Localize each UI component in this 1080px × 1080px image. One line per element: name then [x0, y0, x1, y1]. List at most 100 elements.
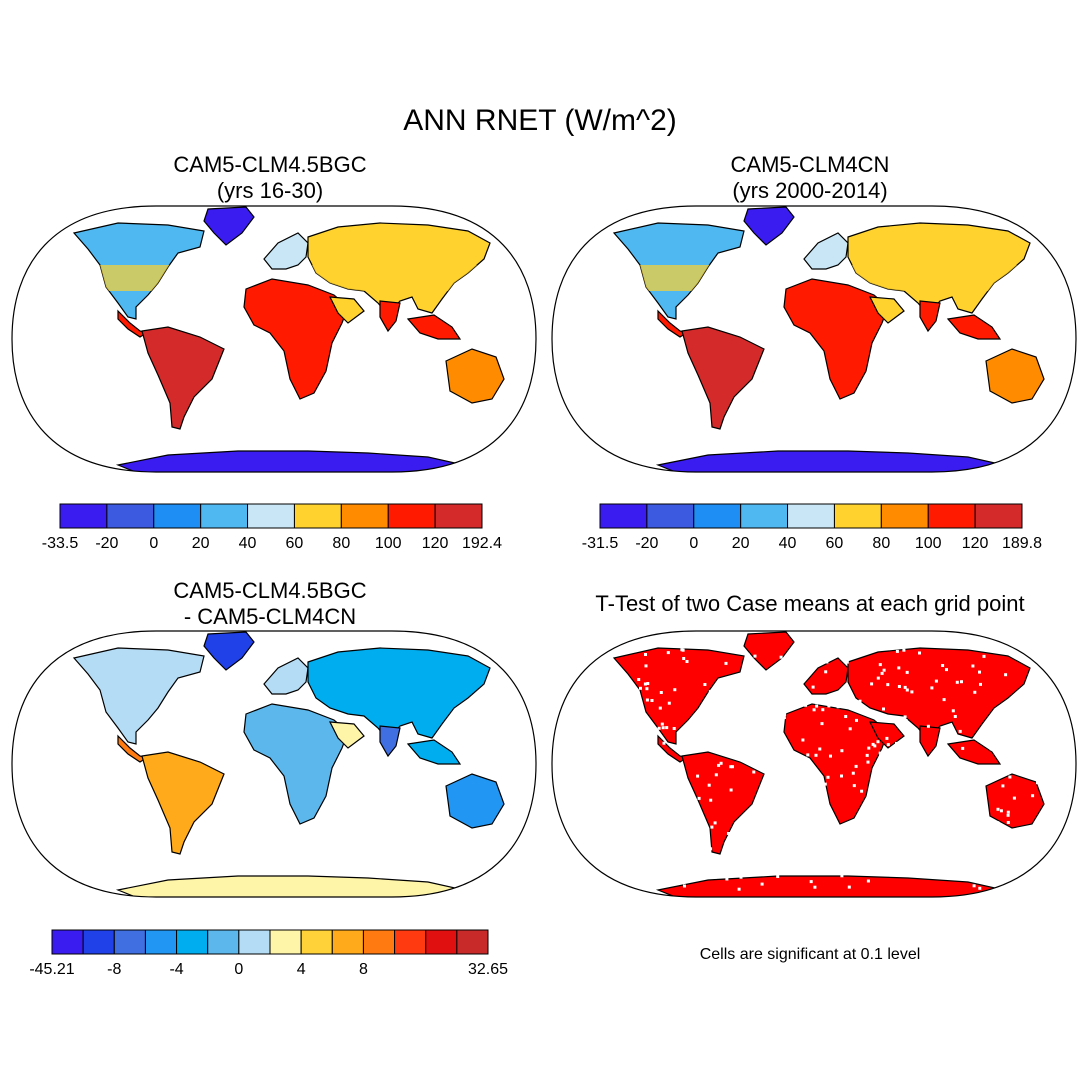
nonsignificant-cell: [895, 741, 898, 745]
nonsignificant-cell: [766, 708, 770, 712]
landmass-antarctica: [655, 875, 1007, 897]
nonsignificant-cell: [985, 880, 989, 884]
nonsignificant-cell: [611, 829, 615, 833]
nonsignificant-cell: [827, 704, 831, 708]
nonsignificant-cell: [812, 708, 816, 712]
colorbar-swatch: [425, 929, 458, 955]
colorbar-swatch: [176, 929, 209, 955]
nonsignificant-cell: [1033, 839, 1036, 843]
nonsignificant-cell: [904, 719, 908, 722]
nonsignificant-cell: [961, 746, 965, 750]
nonsignificant-cell: [921, 857, 925, 861]
nonsignificant-cell: [936, 856, 940, 860]
landmass-india: [919, 300, 941, 333]
nonsignificant-cell: [998, 875, 1002, 879]
colorbar-swatch: [387, 503, 436, 529]
nonsignificant-cell: [724, 704, 728, 708]
nonsignificant-cell: [903, 715, 907, 719]
nonsignificant-cell: [627, 837, 630, 840]
colorbar-swatch: [200, 503, 249, 529]
nonsignificant-cell: [797, 864, 801, 868]
nonsignificant-cell: [798, 808, 802, 812]
colorbar-tick-label: 0: [149, 535, 158, 552]
landmass-asia: [307, 647, 491, 741]
nonsignificant-cell: [649, 789, 653, 793]
nonsignificant-cell: [866, 760, 870, 764]
nonsignificant-cell: [971, 664, 975, 668]
nonsignificant-cell: [897, 666, 901, 670]
nonsignificant-cell: [750, 733, 754, 737]
nonsignificant-cell: [620, 767, 624, 771]
landmass-samerica: [681, 751, 765, 855]
nonsignificant-cell: [897, 685, 901, 688]
nonsignificant-cell: [811, 685, 815, 689]
colorbar-tick-label: -4: [169, 961, 183, 978]
nonsignificant-cell: [710, 825, 714, 829]
nonsignificant-cell: [930, 686, 934, 690]
nonsignificant-cell: [1030, 771, 1034, 775]
nonsignificant-cell: [753, 654, 757, 658]
nonsignificant-cell: [663, 838, 666, 842]
nonsignificant-cell: [667, 701, 671, 705]
colorbar-swatch: [207, 929, 240, 955]
nonsignificant-cell: [611, 734, 615, 738]
landmass-arabia: [328, 721, 365, 749]
nonsignificant-cell: [629, 746, 632, 750]
landmass-africa: [783, 703, 889, 825]
nonsignificant-cell: [1035, 667, 1039, 671]
nonsignificant-cell: [675, 833, 679, 837]
nonsignificant-cell: [652, 747, 656, 750]
landmass-seasia: [946, 314, 1002, 340]
nonsignificant-cell: [982, 654, 986, 658]
colorbar-swatch: [434, 503, 483, 529]
nonsignificant-cell: [717, 706, 721, 710]
nonsignificant-cell: [840, 749, 844, 753]
nonsignificant-cell: [803, 779, 806, 783]
nonsignificant-cell: [623, 741, 627, 745]
nonsignificant-cell: [736, 677, 740, 681]
panel-title-line: T-Test of two Case means at each grid po…: [595, 591, 1025, 616]
nonsignificant-cell: [844, 847, 848, 851]
nonsignificant-cell: [1031, 794, 1035, 798]
colorbar-tick-label: 32.65: [468, 961, 508, 978]
nonsignificant-cell: [910, 690, 914, 694]
nonsignificant-cell: [754, 728, 758, 732]
nonsignificant-cell: [746, 653, 750, 657]
landmass-europe: [803, 232, 849, 270]
nonsignificant-cell: [861, 828, 865, 832]
nonsignificant-cell: [903, 685, 907, 689]
colorbar-swatch: [599, 503, 648, 529]
panel-title-line: - CAM5-CLM4CN: [183, 604, 357, 629]
map-case1: [11, 205, 537, 473]
landmass-samerica: [141, 751, 225, 855]
nonsignificant-cell: [868, 648, 871, 652]
colorbar-swatch: [269, 929, 302, 955]
nonsignificant-cell: [647, 732, 651, 736]
significance-note: Cells are significant at 0.1 level: [699, 946, 921, 963]
nonsignificant-cell: [989, 747, 993, 751]
nonsignificant-cell: [848, 727, 852, 731]
nonsignificant-cell: [759, 799, 763, 803]
colorbar-swatch: [456, 929, 489, 955]
nonsignificant-cell: [809, 648, 813, 652]
nonsignificant-cell: [608, 756, 611, 760]
landmass-seasia: [406, 739, 462, 765]
nonsignificant-cell: [844, 715, 848, 718]
nonsignificant-cell: [887, 847, 891, 851]
nonsignificant-cell: [709, 847, 713, 851]
nonsignificant-cell: [867, 746, 871, 750]
nonsignificant-cell: [685, 660, 689, 663]
nonsignificant-cell: [853, 843, 857, 847]
nonsignificant-cell: [886, 683, 890, 687]
colorbar-tick-label: 40: [239, 535, 257, 552]
nonsignificant-cell: [618, 685, 622, 689]
nonsignificant-cell: [953, 715, 957, 718]
nonsignificant-cell: [829, 754, 832, 758]
nonsignificant-cell: [1028, 693, 1032, 697]
colorbar-swatch: [293, 503, 342, 529]
nonsignificant-cell: [1006, 821, 1010, 824]
nonsignificant-cell: [830, 830, 834, 834]
nonsignificant-cell: [688, 805, 692, 809]
nonsignificant-cell: [759, 703, 763, 707]
colorbar-swatch: [113, 929, 146, 955]
